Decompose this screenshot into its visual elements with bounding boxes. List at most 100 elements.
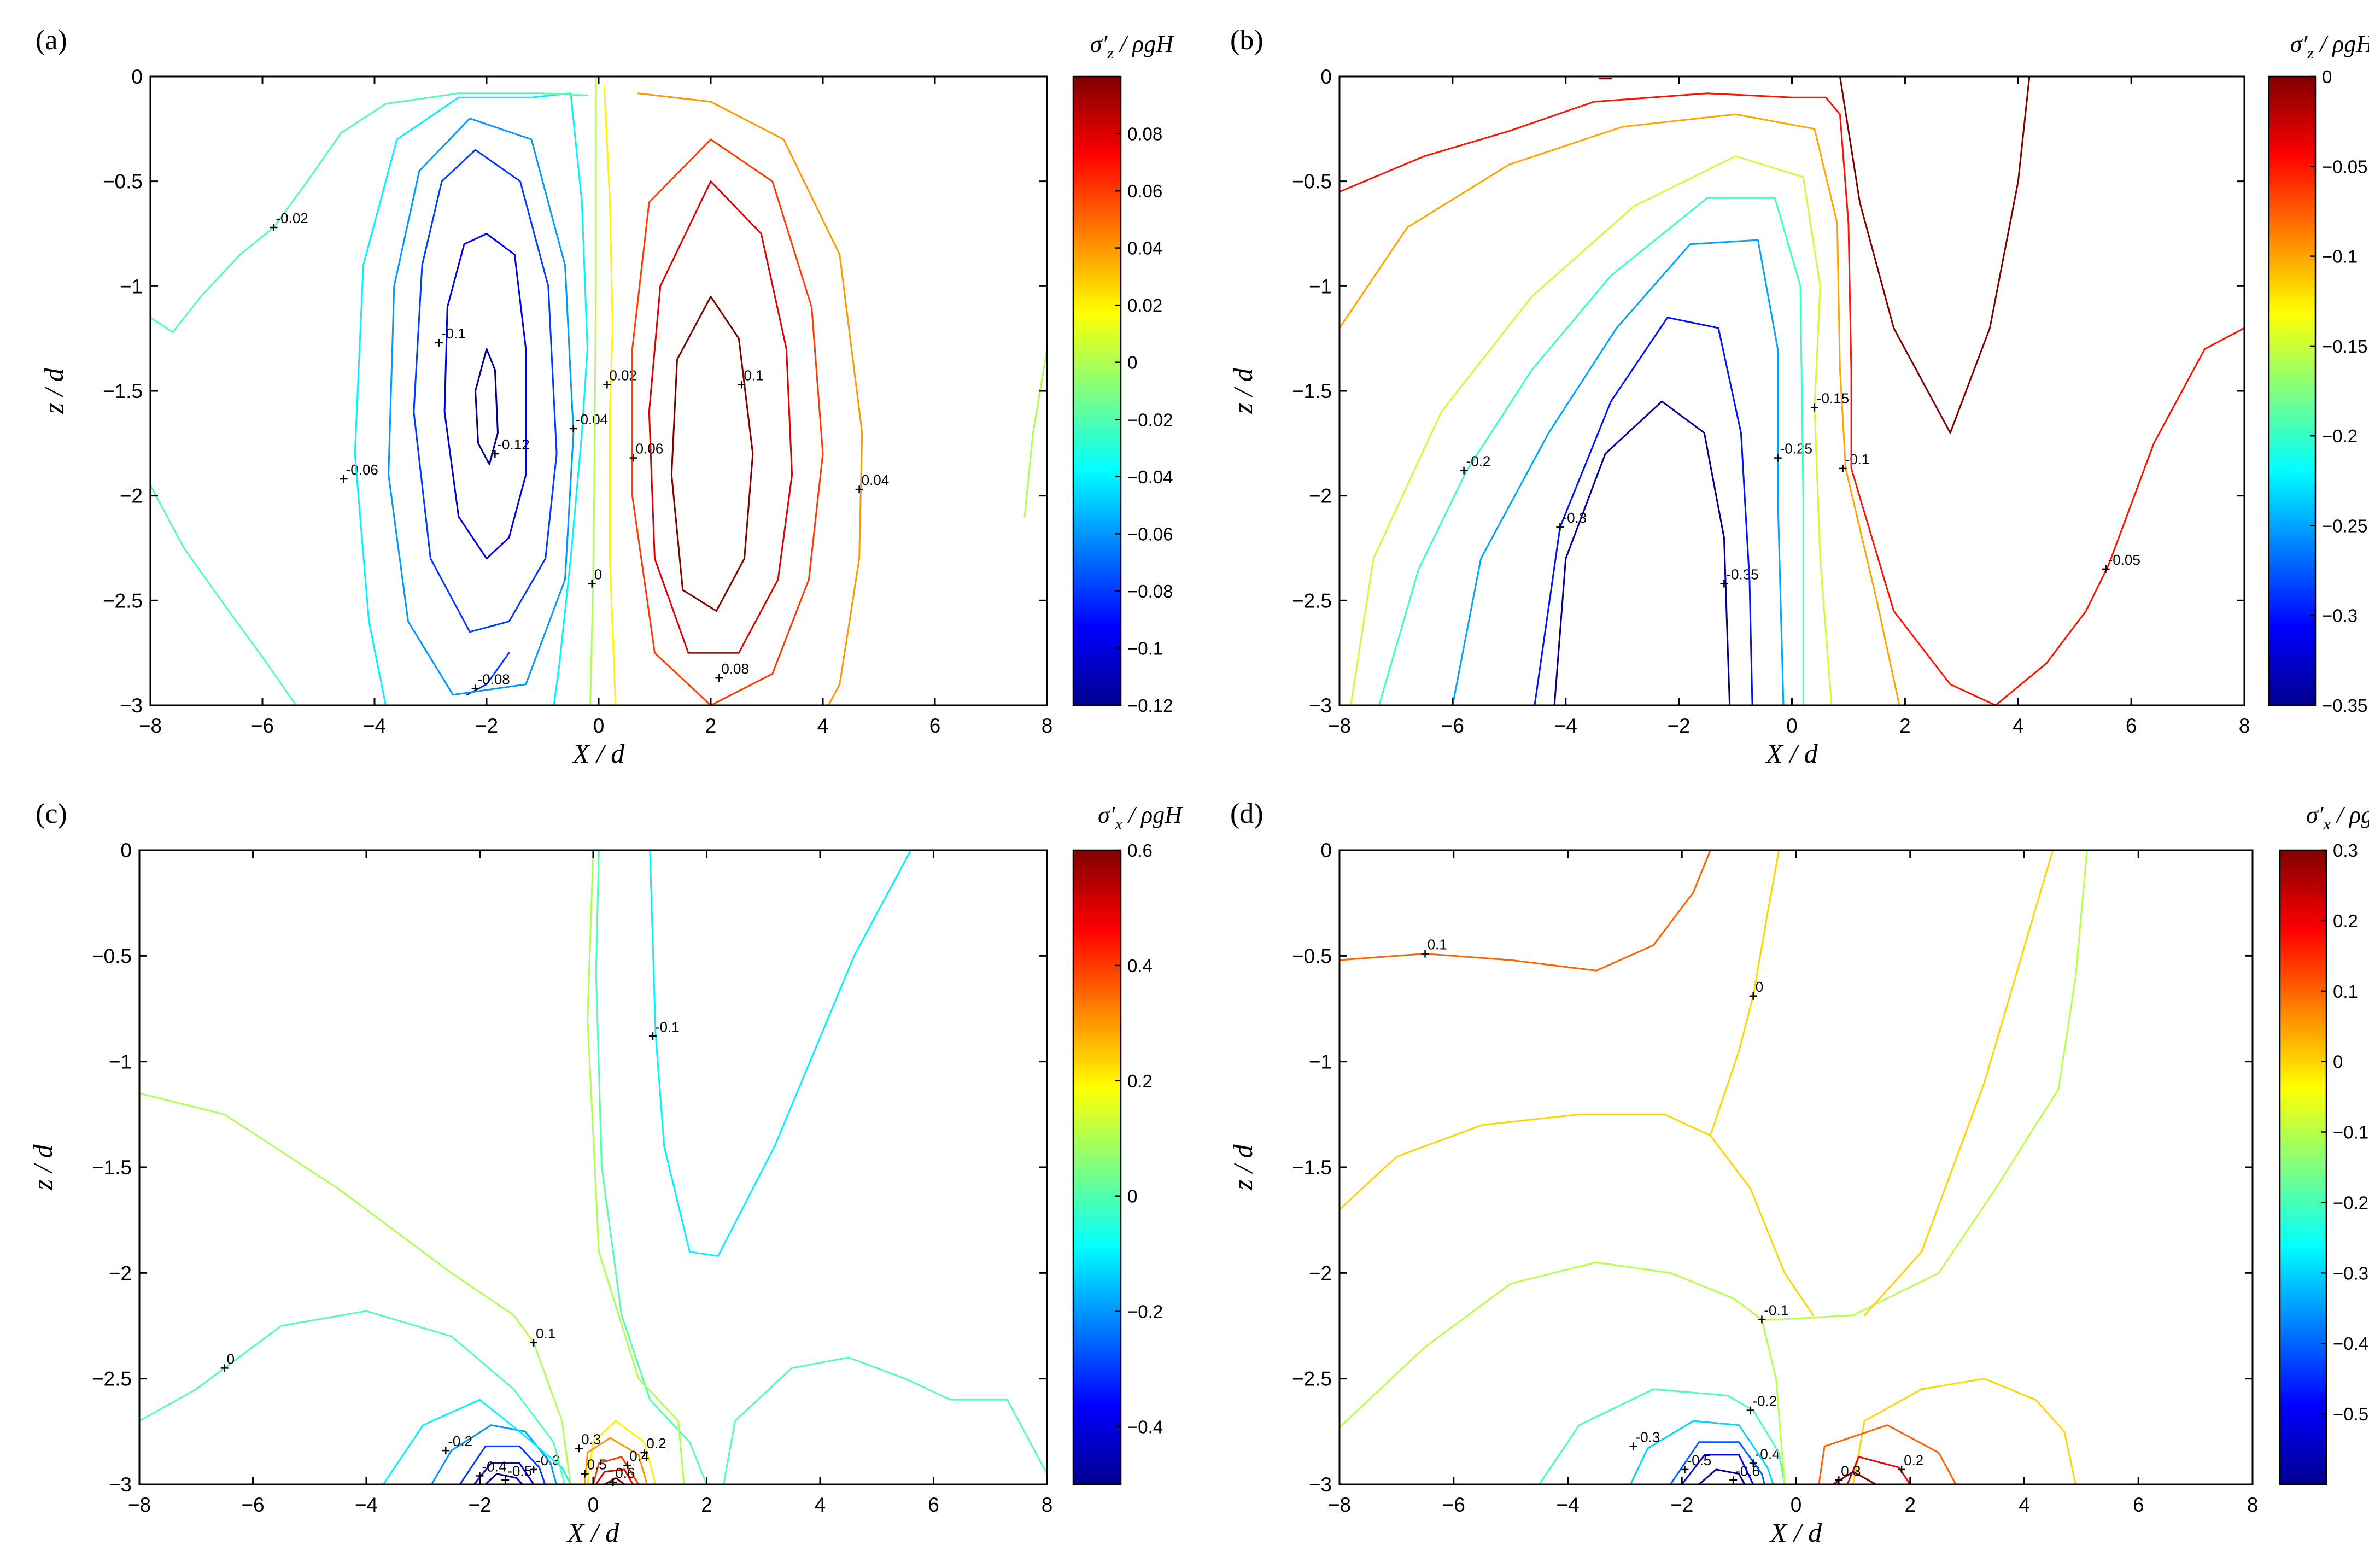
colorbar-tick-label: −0.3 <box>2322 606 2358 626</box>
contour-label-marker <box>530 1338 538 1347</box>
x-tick-label: 4 <box>2019 1494 2030 1516</box>
contour-label: -0.35 <box>1726 566 1758 583</box>
contour-line <box>1452 239 1785 706</box>
contour-line <box>413 149 558 633</box>
x-tick-label: 2 <box>1904 1494 1916 1516</box>
colorbar-tick-label: 0.3 <box>2333 840 2358 861</box>
y-tick-label: −2.5 <box>1292 589 1332 612</box>
x-axis-label: X / d <box>1769 1517 1822 1548</box>
contour-label: -0.2 <box>448 1433 472 1449</box>
x-tick-label: −2 <box>475 715 498 737</box>
contour-line <box>473 1462 535 1485</box>
colorbar-tick-label: 0.4 <box>1127 956 1153 976</box>
x-tick-label: 4 <box>2013 715 2024 737</box>
x-tick-label: 6 <box>928 1494 939 1516</box>
contour-label: 0.4 <box>629 1448 649 1464</box>
x-axis-label: X / d <box>1765 738 1818 769</box>
contour-line <box>1863 849 2054 1317</box>
contour-label-marker <box>1460 466 1468 475</box>
contour-label-marker <box>501 1476 510 1484</box>
y-tick-label: 0 <box>131 66 143 88</box>
y-tick-label: −0.5 <box>1292 945 1332 967</box>
x-tick-label: 2 <box>701 1494 712 1516</box>
x-tick-label: −2 <box>1668 715 1691 737</box>
y-tick-label: −1 <box>1309 275 1332 297</box>
x-tick-label: −4 <box>363 715 386 737</box>
x-tick-label: 8 <box>2247 1494 2259 1516</box>
colorbar-tick-label: −0.1 <box>1127 638 1163 658</box>
contour-label-marker <box>1629 1442 1637 1450</box>
colorbar-title: σ′x / ρgH <box>1098 801 1183 833</box>
contour-label-marker <box>1749 1459 1757 1467</box>
contour-line <box>484 1473 523 1485</box>
y-tick-label: −1 <box>109 1051 132 1073</box>
contour-label: 0.3 <box>1841 1462 1861 1479</box>
panel-a: (a)-0.12-0.1-0.08-0.06-0.04-0.0200.020.0… <box>36 25 1174 769</box>
x-tick-label: 8 <box>1042 715 1053 737</box>
x-tick-label: −8 <box>128 1494 151 1516</box>
x-tick-label: 2 <box>1899 715 1911 737</box>
y-axis-label: z / d <box>1227 367 1258 414</box>
y-axis-label: z / d <box>27 1144 58 1190</box>
colorbar-tick-label: −0.4 <box>1127 1417 1163 1437</box>
contour-label-marker <box>2102 565 2110 573</box>
colorbar-tick-label: −0.04 <box>1127 467 1173 487</box>
contour-label-marker <box>1898 1465 1906 1473</box>
x-tick-label: −2 <box>1670 1494 1693 1516</box>
contour-line <box>553 92 588 706</box>
contour-line <box>589 75 597 706</box>
y-tick-label: 0 <box>120 839 132 862</box>
x-tick-label: −8 <box>1328 1494 1351 1516</box>
plot-frame <box>1338 75 2245 706</box>
colorbar-tick-label: −0.05 <box>2322 156 2368 177</box>
colorbar: 0.6 0.4 0.2 0 −0.2 −0.4 <box>1072 840 1163 1485</box>
contour-line <box>459 1445 546 1485</box>
contour-line <box>1350 155 1833 706</box>
contour-label-marker <box>648 1032 657 1040</box>
contour-label-marker <box>1729 1476 1738 1484</box>
colorbar-tick-label: −0.1 <box>2333 1122 2368 1143</box>
contour-line <box>1338 849 1711 972</box>
colorbar-tick-label: 0 <box>1127 1186 1137 1207</box>
contour-line <box>354 92 572 706</box>
x-tick-label: 0 <box>588 1494 599 1516</box>
colorbar-tick-label: −0.02 <box>1127 409 1173 430</box>
contour-label-marker <box>629 454 637 462</box>
contour-label-marker <box>1749 992 1757 1000</box>
contour-label: -0.25 <box>1780 441 1812 457</box>
contour-label: -0.1 <box>441 325 466 342</box>
contour-line <box>1852 1378 2076 1485</box>
contour-line <box>1669 1441 1766 1485</box>
contour-label-marker <box>340 475 348 483</box>
colorbar-tick-label: −0.2 <box>1127 1302 1163 1322</box>
contour-line <box>1839 75 2031 434</box>
contour-line <box>592 1456 640 1485</box>
contour-line <box>583 1437 648 1485</box>
contour-line <box>670 296 754 612</box>
x-tick-label: −6 <box>1442 1494 1465 1516</box>
colorbar-tick-label: −0.4 <box>2333 1333 2368 1354</box>
contour-label-marker <box>442 1447 450 1455</box>
contour-line <box>1538 1388 1786 1485</box>
colorbar-tick-label: −0.12 <box>1127 695 1173 716</box>
contour-line <box>430 1424 558 1485</box>
y-tick-label: −2.5 <box>103 589 143 612</box>
contour-line <box>1338 1261 1786 1485</box>
contour-label: 0.06 <box>636 441 664 457</box>
contour-line <box>1846 1456 1911 1485</box>
contour-label-marker <box>603 381 611 389</box>
contour-label: -0.15 <box>1817 390 1849 407</box>
colorbar-tick-label: 0 <box>1127 353 1137 373</box>
colorbar-tick-label: 0.1 <box>2333 981 2358 1002</box>
contour-label: -0.12 <box>497 436 529 453</box>
contour-line <box>1818 1424 1957 1485</box>
x-tick-label: −6 <box>1441 715 1464 737</box>
contour-label-marker <box>575 1444 583 1453</box>
contour-label-marker <box>1810 403 1818 412</box>
contour-line <box>1629 1420 1774 1485</box>
panel-letter: (d) <box>1230 798 1264 829</box>
y-tick-label: 0 <box>1320 66 1332 88</box>
contour-label-marker <box>1758 1315 1766 1324</box>
contour-label: 0.1 <box>1428 936 1447 952</box>
x-tick-label: 0 <box>593 715 605 737</box>
